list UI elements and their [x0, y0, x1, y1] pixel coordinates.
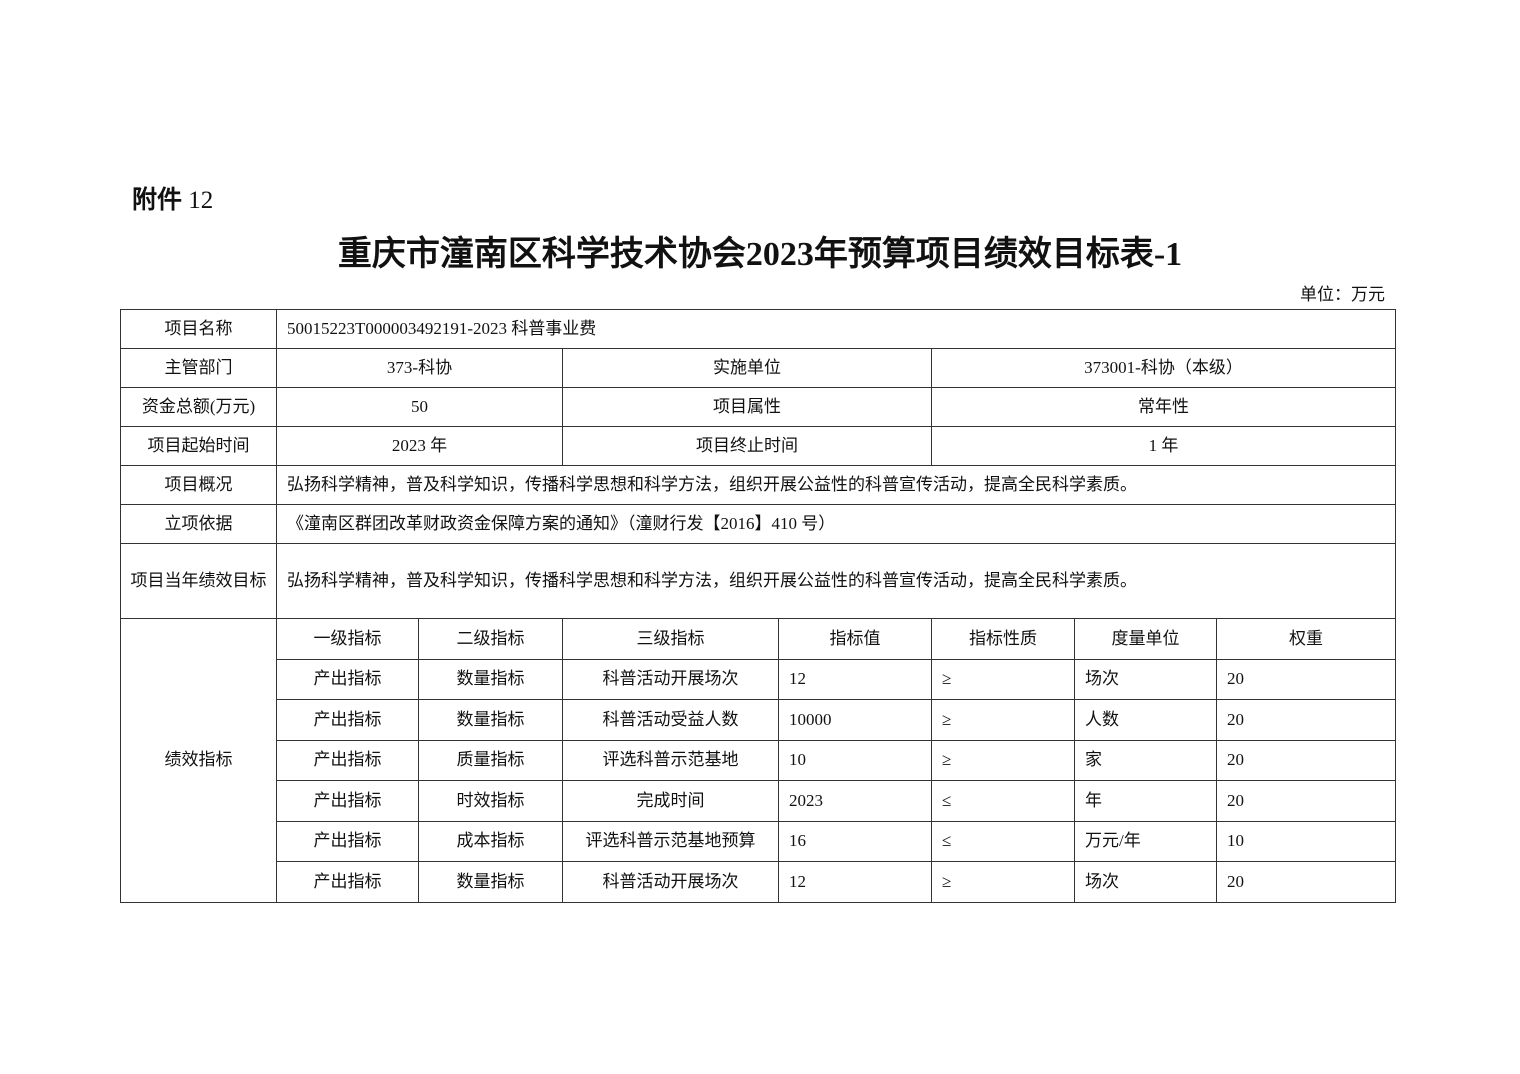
table-cell: 万元/年 [1074, 820, 1217, 862]
table-cell: 数量指标 [418, 658, 563, 700]
table-row: 产出指标 数量指标 科普活动开展场次 12 ≥ 场次 20 [121, 861, 1397, 903]
header-cell: 三级指标 [562, 618, 779, 660]
table-cell: 产出指标 [276, 861, 419, 903]
label-cell: 项目概况 [120, 465, 277, 505]
row-dept: 主管部门 373-科协 实施单位 373001-科协（本级） [120, 348, 1397, 388]
table-cell: 12 [778, 861, 932, 903]
table-cell: 产出指标 [276, 820, 419, 862]
table-row: 产出指标 数量指标 科普活动受益人数 10000 ≥ 人数 20 [121, 699, 1397, 741]
table-cell: 16 [778, 820, 932, 862]
table-cell: 科普活动开展场次 [562, 658, 779, 700]
label-cell: 项目起始时间 [120, 426, 277, 466]
table-cell: ≤ [931, 780, 1075, 822]
table-cell: 20 [1215, 658, 1397, 700]
performance-table: 项目名称 50015223T000003492191-2023 科普事业费 主管部… [120, 309, 1397, 903]
header-cell: 度量单位 [1074, 618, 1217, 660]
dept: 373-科协 [276, 348, 563, 388]
table-row: 产出指标 数量指标 科普活动开展场次 12 ≥ 场次 20 [121, 658, 1397, 700]
table-cell: 质量指标 [418, 739, 563, 781]
table-cell: 10000 [778, 699, 932, 741]
label-cell: 资金总额(万元) [120, 387, 277, 427]
label-cell: 项目属性 [562, 387, 932, 427]
table-cell: ≤ [931, 820, 1075, 862]
indicator-header-row: 绩效指标 一级指标 二级指标 三级指标 指标值 指标性质 度量单位 权重 [120, 618, 1397, 903]
row-fund: 资金总额(万元) 50 项目属性 常年性 [120, 387, 1397, 427]
overview: 弘扬科学精神，普及科学知识，传播科学思想和科学方法，组织开展公益性的科普宣传活动… [275, 465, 1397, 505]
table-cell: 产出指标 [276, 699, 419, 741]
table-cell: 评选科普示范基地 [562, 739, 779, 781]
table-row: 产出指标 成本指标 评选科普示范基地预算 16 ≤ 万元/年 10 [121, 820, 1397, 862]
label-cell: 项目终止时间 [562, 426, 932, 466]
table-cell: 场次 [1074, 658, 1217, 700]
attr: 常年性 [930, 387, 1397, 427]
header-cell: 权重 [1215, 618, 1397, 660]
table-cell: 数量指标 [418, 861, 563, 903]
table-cell: 20 [1215, 699, 1397, 741]
table-cell: 20 [1215, 780, 1397, 822]
row-goal: 项目当年绩效目标 弘扬科学精神，普及科学知识，传播科学思想和科学方法，组织开展公益… [120, 543, 1397, 619]
table-cell: 产出指标 [276, 658, 419, 700]
header-cell: 一级指标 [276, 618, 419, 660]
header-cell: 指标值 [778, 618, 932, 660]
label-cell: 项目名称 [120, 309, 277, 349]
header-cell: 指标性质 [931, 618, 1075, 660]
table-cell: 12 [778, 658, 932, 700]
label-cell: 立项依据 [120, 504, 277, 544]
table-row: 产出指标 时效指标 完成时间 2023 ≤ 年 20 [121, 780, 1397, 822]
table-cell: 评选科普示范基地预算 [562, 820, 779, 862]
row-time: 项目起始时间 2023 年项目终止时间 1 年 [120, 426, 1397, 466]
table-cell: 场次 [1074, 861, 1217, 903]
attachment-number: 12 [188, 187, 214, 214]
table-cell: 成本指标 [418, 820, 563, 862]
start: 2023 年 [276, 426, 563, 466]
table-cell: 产出指标 [276, 739, 419, 781]
table-cell: ≥ [931, 739, 1075, 781]
table-cell: 10 [778, 739, 932, 781]
row-project-name: 项目名称 50015223T000003492191-2023 科普事业费 [120, 309, 1397, 349]
label-cell: 项目当年绩效目标 [120, 543, 277, 619]
project-name: 50015223T000003492191-2023 科普事业费 [275, 309, 1397, 349]
table-cell: 科普活动受益人数 [562, 699, 779, 741]
row-basis: 立项依据 《潼南区群团改革财政资金保障方案的通知》（潼财行发【2016】410 号… [120, 504, 1397, 544]
table-cell: 数量指标 [418, 699, 563, 741]
impl: 373001-科协（本级） [930, 348, 1397, 388]
row-overview: 项目概况 弘扬科学精神，普及科学知识，传播科学思想和科学方法，组织开展公益性的科普… [120, 465, 1397, 505]
table-cell: 20 [1215, 739, 1397, 781]
table-cell: 2023 [778, 780, 932, 822]
indicator-section-label: 绩效指标 [120, 618, 277, 903]
label-cell: 实施单位 [562, 348, 932, 388]
table-cell: 家 [1074, 739, 1217, 781]
attachment-label: 附件 12 [132, 180, 213, 216]
table-cell: 产出指标 [276, 780, 419, 822]
table-cell: ≥ [931, 699, 1075, 741]
table-cell: 20 [1215, 861, 1397, 903]
fund: 50 [276, 387, 563, 427]
basis: 《潼南区群团改革财政资金保障方案的通知》（潼财行发【2016】410 号） [275, 504, 1397, 544]
goal: 弘扬科学精神，普及科学知识，传播科学思想和科学方法，组织开展公益性的科普宣传活动… [275, 543, 1397, 619]
table-cell: 10 [1215, 820, 1397, 862]
table-cell: 年 [1074, 780, 1217, 822]
table-cell: 人数 [1074, 699, 1217, 741]
label-cell: 主管部门 [120, 348, 277, 388]
unit-label: 单位：万元 [1300, 285, 1385, 304]
header-cell: 二级指标 [418, 618, 563, 660]
table-cell: ≥ [931, 861, 1075, 903]
table-cell: 时效指标 [418, 780, 563, 822]
table-cell: ≥ [931, 658, 1075, 700]
table-row: 产出指标 质量指标 评选科普示范基地 10 ≥ 家 20 [121, 739, 1397, 781]
end: 1 年 [930, 426, 1397, 466]
attachment-prefix: 附件 [132, 185, 183, 214]
page-title: 重庆市潼南区科学技术协会2023年预算项目绩效目标表-1 [337, 236, 1183, 273]
table-cell: 科普活动开展场次 [562, 861, 779, 903]
table-cell: 完成时间 [562, 780, 779, 822]
